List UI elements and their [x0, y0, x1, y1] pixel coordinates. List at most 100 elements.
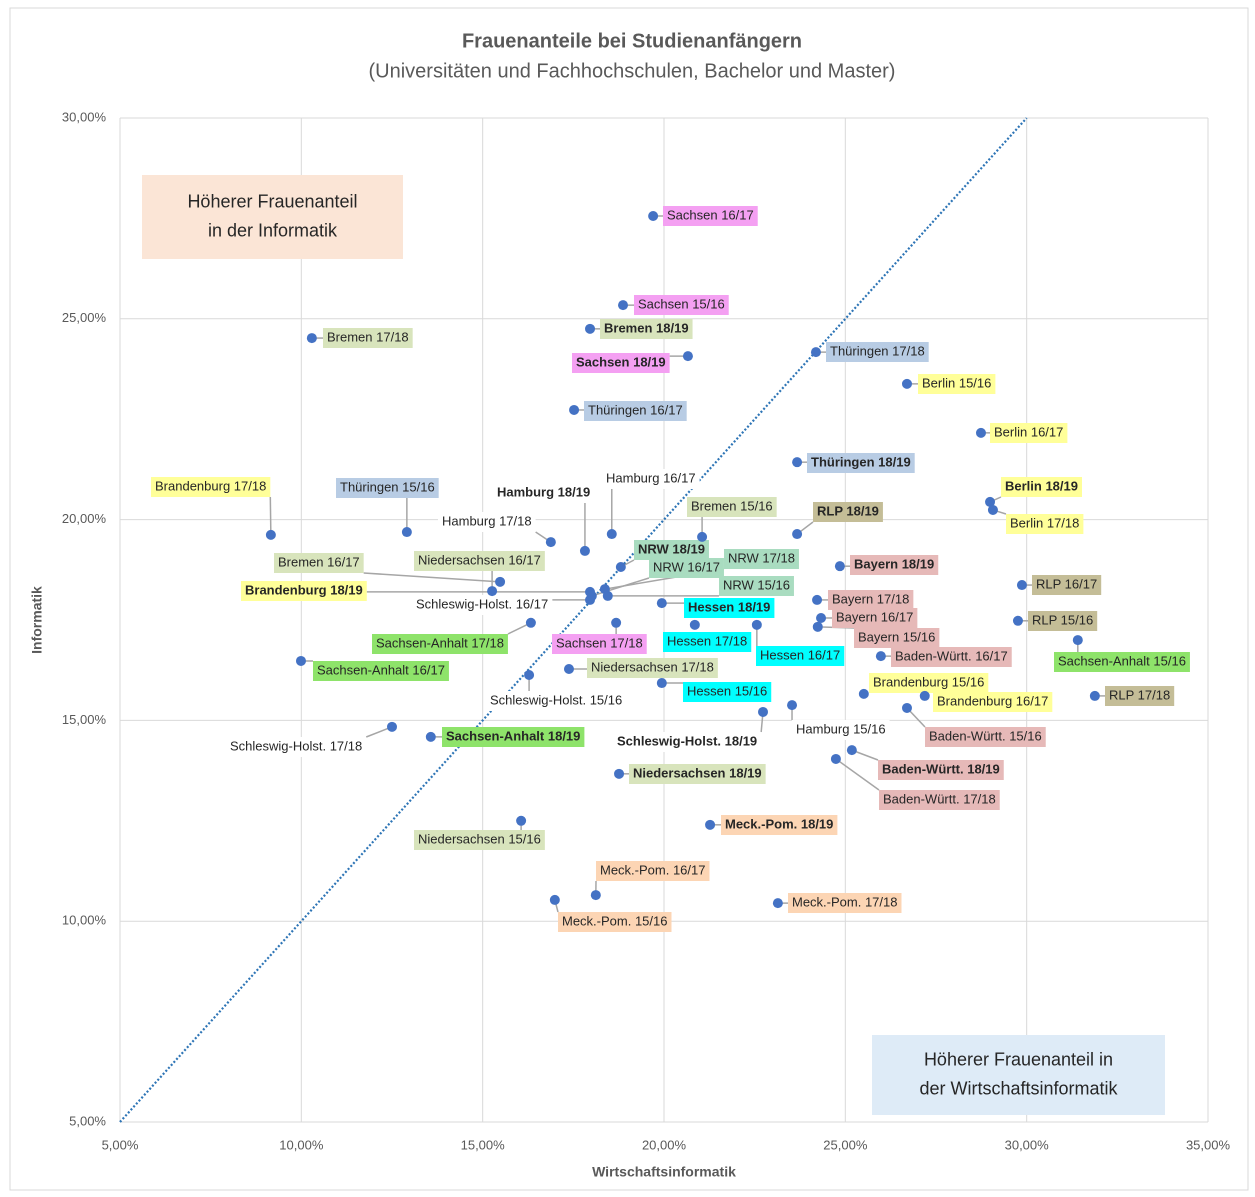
label-box — [274, 553, 364, 573]
label-box — [587, 658, 718, 678]
label-box — [663, 206, 758, 226]
point-label: Thüringen 18/19 — [807, 453, 915, 473]
x-tick-label: 20,00% — [642, 1137, 687, 1152]
point — [387, 721, 397, 732]
annotation-text: in der Informatik — [208, 220, 338, 240]
point-label: NRW 15/16 — [719, 576, 794, 596]
point-label-text: Sachsen-Anhalt 18/19 — [446, 728, 580, 743]
label-box — [724, 549, 799, 569]
point-label-text: NRW 16/17 — [653, 559, 720, 574]
point — [758, 706, 769, 717]
label-box — [442, 727, 585, 747]
label-boxes: Sachsen 16/17 Sachsen 15/16 Bremen 18/19 Sa… — [151, 206, 1190, 932]
label-box — [336, 478, 439, 498]
point — [901, 702, 912, 713]
point — [495, 576, 506, 587]
point-label: Sachsen-Anhalt 16/17 — [313, 661, 449, 681]
point — [656, 678, 667, 689]
point — [1012, 615, 1023, 626]
point-label-text: Meck.-Pom. 17/18 — [792, 894, 898, 909]
point-label: NRW 16/17 — [649, 558, 724, 578]
chart-title: Frauenanteile bei Studienanfängern — [462, 30, 802, 52]
leader-line — [835, 758, 880, 791]
point-label-text: Bayern 15/16 — [858, 629, 935, 644]
point-label-text: Hessen 17/18 — [667, 633, 747, 648]
point — [569, 404, 580, 415]
label-box — [879, 790, 1000, 810]
point — [812, 594, 823, 605]
point — [579, 545, 590, 556]
point — [306, 333, 317, 344]
label-box — [990, 423, 1068, 443]
point-label: Bayern 18/19 — [850, 555, 939, 575]
label-box — [1054, 652, 1190, 672]
point-label-text: Bremen 15/16 — [691, 498, 773, 513]
label-box — [493, 483, 595, 503]
point-label: Baden-Württ. 16/17 — [891, 647, 1012, 667]
y-tick-label: 25,00% — [62, 310, 107, 325]
label-box — [878, 760, 1004, 780]
label-box — [596, 861, 710, 881]
point-label: Sachsen-Anhalt 15/16 — [1054, 652, 1190, 672]
point-label-text: RLP 17/18 — [1109, 687, 1170, 702]
point-label: Hessen 17/18 — [663, 632, 752, 652]
point-label-text: RLP 16/17 — [1036, 576, 1097, 591]
point — [611, 617, 622, 628]
point-label-text: Berlin 16/17 — [994, 424, 1063, 439]
point — [614, 768, 625, 779]
x-axis-label: Wirtschaftsinformatik — [592, 1164, 736, 1180]
point — [1016, 580, 1027, 591]
point-label-text: Sachsen-Anhalt 17/18 — [376, 635, 504, 650]
point — [812, 621, 823, 632]
point-label: Brandenburg 15/16 — [869, 673, 989, 693]
point-label: Berlin 15/16 — [918, 374, 996, 394]
point — [1072, 635, 1083, 646]
point — [585, 586, 596, 597]
point-label: Meck.-Pom. 17/18 — [788, 893, 902, 913]
y-tick-label: 20,00% — [62, 511, 107, 526]
point — [1089, 690, 1100, 701]
point-label-text: Schleswig-Holst. 18/19 — [617, 733, 757, 748]
label-box — [313, 661, 449, 681]
point-label-text: Meck.-Pom. 15/16 — [562, 913, 668, 928]
point-label: Niedersachsen 17/18 — [587, 658, 718, 678]
point-label: Sachsen-Anhalt 18/19 — [442, 727, 585, 747]
point-label-text: Bremen 16/17 — [278, 554, 360, 569]
label-box — [226, 737, 367, 757]
label-box — [634, 295, 729, 315]
point-label-text: Schleswig-Holst. 17/18 — [230, 738, 362, 753]
label-box — [1032, 575, 1102, 595]
label-box — [486, 691, 627, 711]
point-label: NRW 18/19 — [634, 540, 709, 560]
point-label-text: Brandenburg 18/19 — [245, 582, 363, 597]
y-tick-label: 10,00% — [62, 913, 107, 928]
label-box — [1028, 611, 1098, 631]
label-box — [792, 720, 890, 740]
point — [615, 561, 626, 572]
point — [919, 690, 930, 701]
point-label: Bremen 15/16 — [687, 497, 777, 517]
chart-subtitle: (Universitäten und Fachhochschulen, Bach… — [369, 60, 896, 82]
point-label-text: Hessen 18/19 — [688, 599, 770, 614]
label-box — [925, 727, 1046, 747]
point — [545, 537, 556, 548]
point-label-text: Hamburg 17/18 — [442, 513, 532, 528]
point — [585, 594, 596, 605]
point — [487, 586, 498, 597]
chart-border — [9, 7, 1249, 1191]
label-box — [241, 581, 367, 601]
point-label: Hamburg 17/18 — [438, 512, 536, 532]
y-tick-label: 15,00% — [62, 712, 107, 727]
point-label-text: Baden-Württ. 15/16 — [929, 728, 1042, 743]
y-tick-label: 30,00% — [62, 109, 107, 124]
point-label: Berlin 16/17 — [990, 423, 1068, 443]
point-label: Niedersachsen 18/19 — [629, 764, 766, 784]
point-label: Baden-Württ. 18/19 — [878, 760, 1004, 780]
point — [295, 655, 306, 666]
point-label-text: Niedersachsen 15/16 — [418, 831, 541, 846]
point — [618, 300, 629, 311]
point-label: Hessen 18/19 — [684, 598, 775, 618]
point-label-text: Bayern 18/19 — [854, 556, 934, 571]
label-box — [687, 497, 777, 517]
point-label-text: RLP 18/19 — [817, 503, 879, 518]
